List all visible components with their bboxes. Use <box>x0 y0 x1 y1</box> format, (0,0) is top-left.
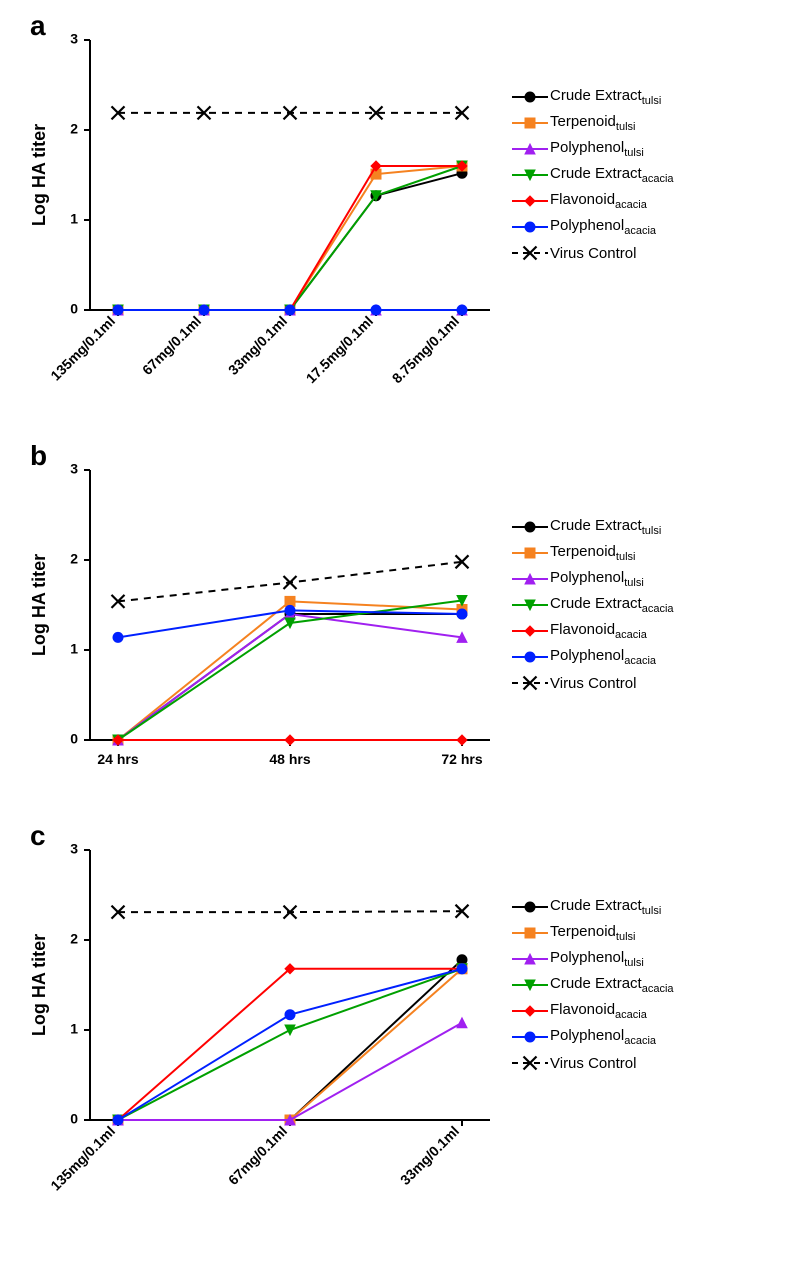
legend-marker-icon <box>510 1001 550 1021</box>
svg-text:48 hrs: 48 hrs <box>269 751 310 767</box>
panel-c: c 0123Log HA titer135mg/0.1ml67mg/0.1ml3… <box>0 820 787 1230</box>
svg-text:Log HA titer: Log HA titer <box>29 934 49 1036</box>
legend-label: Terpenoidtulsi <box>550 923 635 943</box>
panel-b: b 0123Log HA titer24 hrs48 hrs72 hrs Cru… <box>0 440 787 800</box>
svg-text:67mg/0.1ml: 67mg/0.1ml <box>139 313 204 378</box>
legend-label: Crude Extractacacia <box>550 165 674 185</box>
legend-marker-icon <box>510 1053 550 1073</box>
legend-marker-icon <box>510 621 550 641</box>
plot-area-a: 0 1 2 3 Log HA titer 135mg/0.1ml 67mg/0.1ml 33m… <box>0 10 500 420</box>
legend-marker-icon <box>510 87 550 107</box>
svg-text:0: 0 <box>70 1111 78 1127</box>
legend-item-flavonoid-acacia: Flavonoidacacia <box>510 1001 674 1021</box>
svg-text:Log HA titer: Log HA titer <box>29 554 49 656</box>
legend-label: Crude Extractacacia <box>550 975 674 995</box>
legend-label: Polyphenoltulsi <box>550 139 644 159</box>
legend-label: Polyphenolacacia <box>550 1027 656 1047</box>
legend-item-virus-control: Virus Control <box>510 1053 674 1073</box>
legend-marker-icon <box>510 647 550 667</box>
legend-item-crude-acacia: Crude Extractacacia <box>510 975 674 995</box>
legend-item-terpenoid-tulsi: Terpenoidtulsi <box>510 543 674 563</box>
legend-item-polyphenol-acacia: Polyphenolacacia <box>510 1027 674 1047</box>
legend-label: Polyphenolacacia <box>550 217 656 237</box>
legend-label: Terpenoidtulsi <box>550 113 635 133</box>
legend-item-virus-control: Virus Control <box>510 243 674 263</box>
legend-item-crude-tulsi: Crude Extracttulsi <box>510 87 674 107</box>
legend-marker-icon <box>510 949 550 969</box>
svg-text:2: 2 <box>70 931 78 947</box>
svg-text:17.5mg/0.1ml: 17.5mg/0.1ml <box>303 313 376 386</box>
legend-item-polyphenol-tulsi: Polyphenoltulsi <box>510 949 674 969</box>
svg-text:3: 3 <box>70 31 78 47</box>
svg-text:8.75mg/0.1ml: 8.75mg/0.1ml <box>389 313 462 386</box>
svg-text:33mg/0.1ml: 33mg/0.1ml <box>397 1123 462 1188</box>
legend-label: Virus Control <box>550 1055 636 1072</box>
legend-item-crude-tulsi: Crude Extracttulsi <box>510 517 674 537</box>
legend-item-terpenoid-tulsi: Terpenoidtulsi <box>510 923 674 943</box>
svg-text:1: 1 <box>70 211 78 227</box>
legend-c: Crude Extracttulsi Terpenoidtulsi Polyphen… <box>500 820 674 1076</box>
legend-label: Crude Extracttulsi <box>550 87 661 107</box>
legend-marker-icon <box>510 975 550 995</box>
legend-marker-icon <box>510 923 550 943</box>
legend-label: Crude Extractacacia <box>550 595 674 615</box>
svg-text:24 hrs: 24 hrs <box>97 751 138 767</box>
svg-text:135mg/0.1ml: 135mg/0.1ml <box>47 313 118 384</box>
svg-text:Log HA titer: Log HA titer <box>29 124 49 226</box>
legend-marker-icon <box>510 569 550 589</box>
legend-marker-icon <box>510 217 550 237</box>
legend-marker-icon <box>510 165 550 185</box>
plot-area-b: 0 1 2 3 Log HA titer 24 hrs 48 hrs 72 hrs <box>0 440 500 800</box>
legend-label: Flavonoidacacia <box>550 1001 647 1021</box>
legend-item-polyphenol-acacia: Polyphenolacacia <box>510 647 674 667</box>
legend-item-crude-acacia: Crude Extractacacia <box>510 595 674 615</box>
legend-item-crude-tulsi: Crude Extracttulsi <box>510 897 674 917</box>
legend-label: Crude Extracttulsi <box>550 517 661 537</box>
legend-marker-icon <box>510 595 550 615</box>
svg-text:72 hrs: 72 hrs <box>441 751 482 767</box>
svg-text:67mg/0.1ml: 67mg/0.1ml <box>225 1123 290 1188</box>
legend-item-virus-control: Virus Control <box>510 673 674 693</box>
legend-marker-icon <box>510 191 550 211</box>
legend-label: Polyphenolacacia <box>550 647 656 667</box>
legend-item-polyphenol-tulsi: Polyphenoltulsi <box>510 569 674 589</box>
legend-label: Crude Extracttulsi <box>550 897 661 917</box>
legend-item-polyphenol-acacia: Polyphenolacacia <box>510 217 674 237</box>
svg-text:1: 1 <box>70 1021 78 1037</box>
legend-b: Crude Extracttulsi Terpenoidtulsi Polyphen… <box>500 440 674 696</box>
svg-text:0: 0 <box>70 731 78 747</box>
legend-label: Flavonoidacacia <box>550 191 647 211</box>
legend-item-flavonoid-acacia: Flavonoidacacia <box>510 191 674 211</box>
legend-marker-icon <box>510 243 550 263</box>
legend-marker-icon <box>510 543 550 563</box>
legend-label: Polyphenoltulsi <box>550 949 644 969</box>
legend-marker-icon <box>510 139 550 159</box>
legend-label: Flavonoidacacia <box>550 621 647 641</box>
legend-item-terpenoid-tulsi: Terpenoidtulsi <box>510 113 674 133</box>
legend-marker-icon <box>510 673 550 693</box>
legend-label: Terpenoidtulsi <box>550 543 635 563</box>
svg-text:2: 2 <box>70 551 78 567</box>
svg-text:33mg/0.1ml: 33mg/0.1ml <box>225 313 290 378</box>
figure: a 0123Log HA titer135mg/0.1ml67mg/0.1ml3… <box>0 0 787 1270</box>
legend-marker-icon <box>510 517 550 537</box>
legend-item-flavonoid-acacia: Flavonoidacacia <box>510 621 674 641</box>
legend-a: Crude Extracttulsi Terpenoidtulsi Polyphen… <box>500 10 674 266</box>
legend-marker-icon <box>510 897 550 917</box>
legend-label: Virus Control <box>550 245 636 262</box>
legend-label: Polyphenoltulsi <box>550 569 644 589</box>
legend-marker-icon <box>510 113 550 133</box>
legend-item-polyphenol-tulsi: Polyphenoltulsi <box>510 139 674 159</box>
svg-text:3: 3 <box>70 461 78 477</box>
svg-text:135mg/0.1ml: 135mg/0.1ml <box>47 1123 118 1194</box>
legend-marker-icon <box>510 1027 550 1047</box>
svg-text:3: 3 <box>70 841 78 857</box>
svg-text:2: 2 <box>70 121 78 137</box>
legend-item-crude-acacia: Crude Extractacacia <box>510 165 674 185</box>
svg-text:0: 0 <box>70 301 78 317</box>
plot-area-c: 0 1 2 3 Log HA titer 135mg/0.1ml 67mg/0.1ml 33m… <box>0 820 500 1230</box>
legend-label: Virus Control <box>550 675 636 692</box>
svg-text:1: 1 <box>70 641 78 657</box>
panel-a: a 0123Log HA titer135mg/0.1ml67mg/0.1ml3… <box>0 10 787 420</box>
